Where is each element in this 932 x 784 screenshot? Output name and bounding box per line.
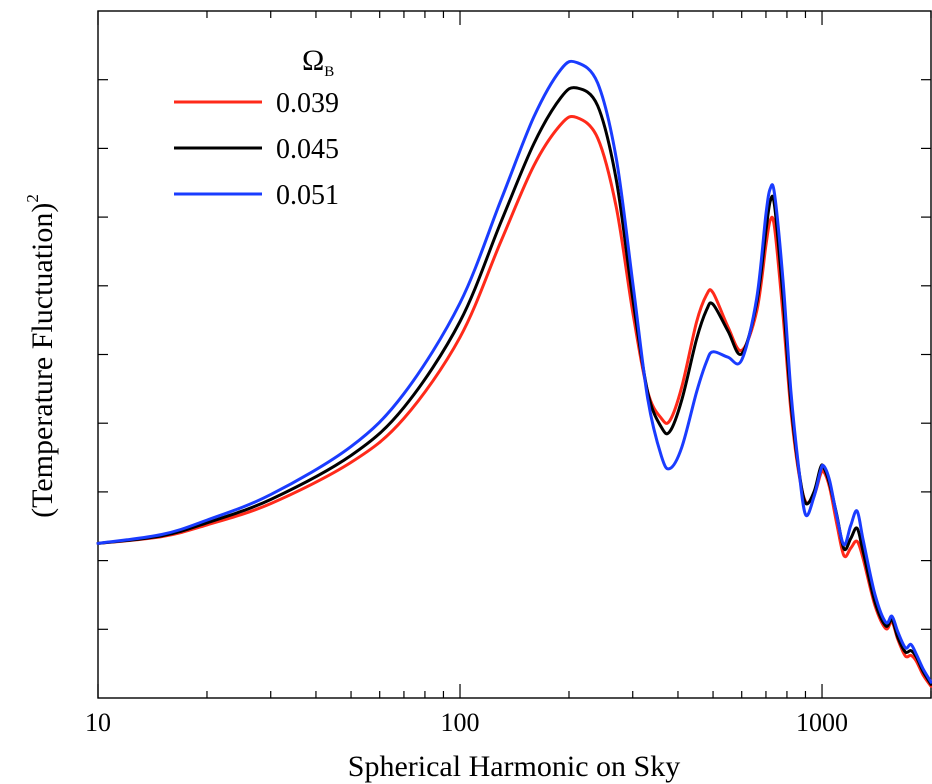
x-axis-label: Spherical Harmonic on Sky xyxy=(348,750,680,783)
x-tick-labels: 10 100 1000 xyxy=(85,708,848,737)
y-axis-label-superscript: 2 xyxy=(23,194,42,203)
series-line-0.039 xyxy=(96,114,932,688)
legend-title-subscript: B xyxy=(324,64,334,80)
legend-label-0.039: 0.039 xyxy=(276,88,339,119)
x-tick-label: 1000 xyxy=(796,708,848,737)
legend: ΩB 0.039 0.045 0.051 xyxy=(174,44,339,211)
omega-symbol: Ω xyxy=(302,44,324,77)
series-layer xyxy=(96,59,932,688)
legend-title: ΩB xyxy=(302,44,334,80)
legend-label-0.051: 0.051 xyxy=(276,180,339,211)
y-axis-label-text: (Temperature Fluctuation) xyxy=(26,203,59,518)
x-tick-label: 100 xyxy=(441,708,480,737)
series-line-0.051 xyxy=(96,59,932,684)
legend-label-0.045: 0.045 xyxy=(276,134,339,165)
axis-ticks xyxy=(97,11,932,698)
x-tick-label: 10 xyxy=(85,708,111,737)
plot-frame xyxy=(97,10,932,699)
y-axis-label: (Temperature Fluctuation)2 xyxy=(23,194,59,518)
series-line-0.045 xyxy=(96,86,932,686)
